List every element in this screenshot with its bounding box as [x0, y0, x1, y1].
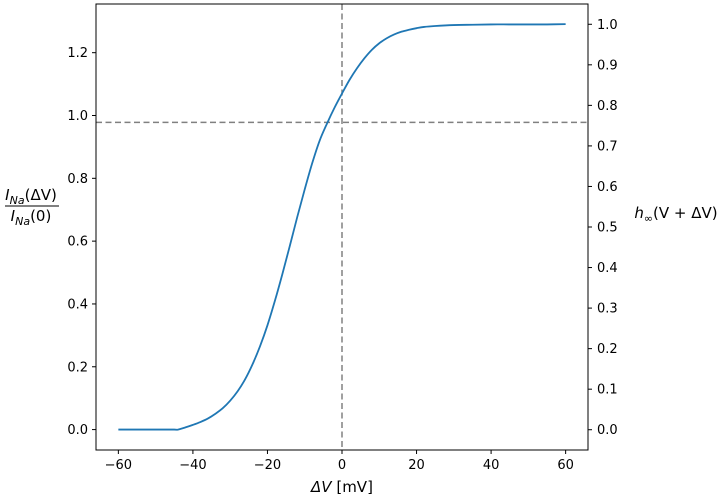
x-tick-label: 20: [408, 458, 425, 473]
x-axis: −60 −40 −20 0 20 40 60: [105, 450, 574, 473]
left-y-tick-label: 0.2: [67, 360, 88, 375]
left-y-tick-label: 0.0: [67, 423, 88, 438]
right-y-tick-label: 0.7: [597, 139, 618, 154]
series-layer: [118, 23, 566, 431]
x-tick-label: 0: [338, 458, 346, 473]
left-y-tick-label: 0.4: [67, 297, 88, 312]
left-y-axis: 0.0 0.2 0.4 0.6 0.8 1.0 1.2: [67, 46, 96, 438]
x-axis-label: ΔV [mV]: [310, 478, 373, 496]
right-y-tick-label: 0.5: [597, 221, 618, 236]
left-y-tick-label: 1.2: [67, 46, 88, 61]
x-tick-label: −20: [254, 458, 281, 473]
right-y-tick-label: 0.3: [597, 302, 618, 317]
reference-lines: [96, 4, 588, 450]
x-tick-label: −40: [179, 458, 206, 473]
right-y-tick-label: 0.6: [597, 180, 618, 195]
right-y-tick-label: 0.4: [597, 261, 618, 276]
right-y-tick-label: 0.8: [597, 99, 618, 114]
right-y-tick-label: 0.1: [597, 383, 618, 398]
right-y-tick-label: 0.0: [597, 423, 618, 438]
x-tick-label: 60: [557, 458, 574, 473]
right-y-axis: 0.0 0.1 0.2 0.3 0.4 0.5 0.6 0.7 0.8 0.9 1.0: [588, 18, 618, 438]
right-y-tick-label: 1.0: [597, 18, 618, 33]
x-tick-label: 40: [483, 458, 500, 473]
x-tick-label: −60: [105, 458, 132, 473]
svg-text:INa(ΔV): INa(ΔV): [5, 186, 57, 207]
left-y-tick-label: 1.0: [67, 109, 88, 124]
left-y-axis-label: INa(ΔV) INa(0): [5, 186, 59, 228]
left-y-tick-label: 0.6: [67, 235, 88, 250]
right-y-tick-label: 0.2: [597, 342, 618, 357]
right-y-tick-label: 0.9: [597, 58, 618, 73]
series-line: [118, 23, 566, 431]
right-y-axis-label: h∞(V + ΔV): [634, 204, 717, 225]
svg-text:INa(0): INa(0): [11, 207, 52, 228]
left-y-tick-label: 0.8: [67, 172, 88, 187]
